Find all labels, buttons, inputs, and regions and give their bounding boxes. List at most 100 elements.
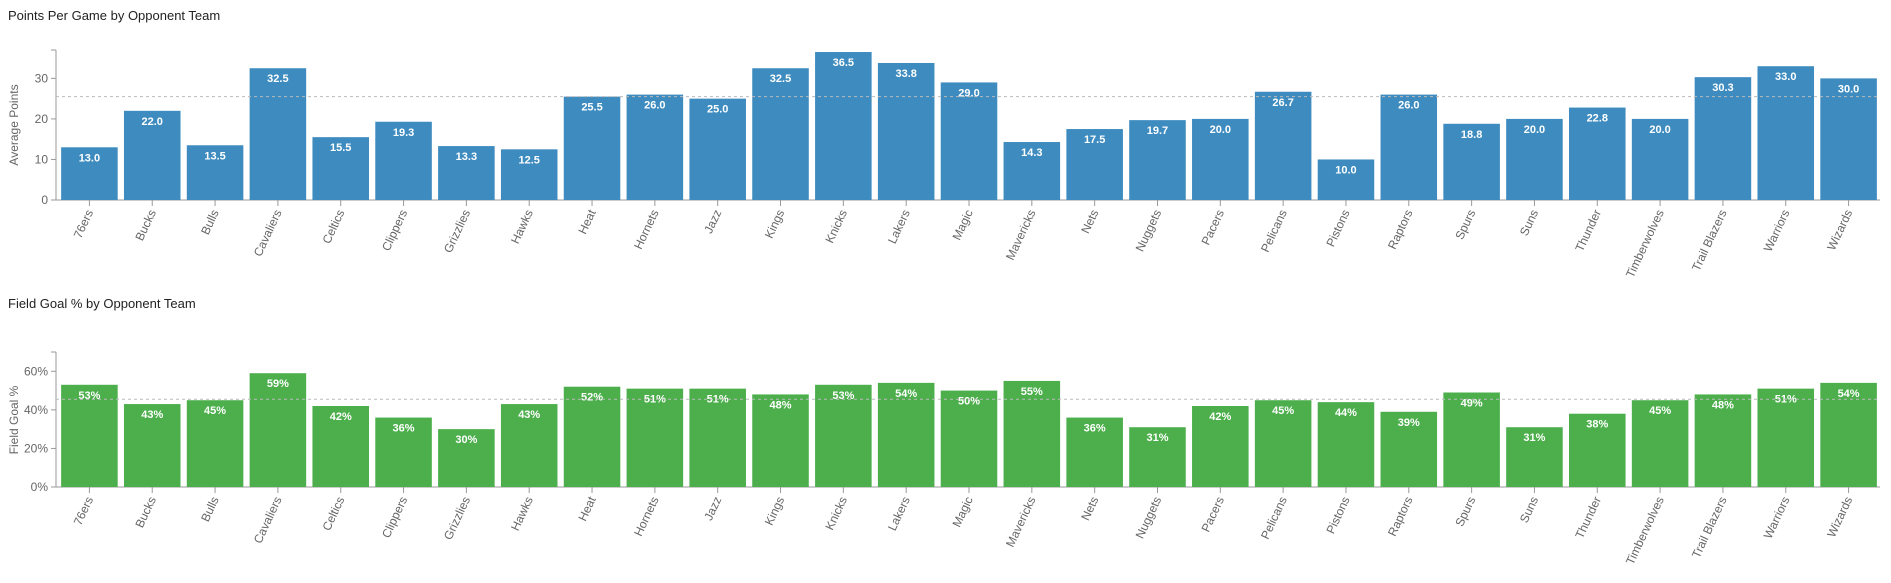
ppg-y-tick-label: 30 — [35, 71, 49, 85]
fg-bar-value-label: 39% — [1398, 417, 1420, 429]
ppg-x-tick-label: Wizards — [1824, 207, 1855, 252]
ppg-bar-value-label: 13.5 — [204, 150, 225, 162]
ppg-bar-value-label: 26.0 — [644, 100, 665, 112]
ppg-x-tick-label: Pelicans — [1258, 207, 1290, 254]
fg-bar — [123, 404, 181, 487]
ppg-bar — [689, 98, 746, 200]
fg-bar — [626, 388, 684, 487]
fg-bar — [815, 384, 872, 487]
fg-bar — [1694, 394, 1752, 487]
fg-x-tick-label: Kings — [762, 494, 787, 527]
ppg-bar — [1694, 77, 1752, 200]
fg-x-tick-label: Trail Blazers — [1689, 494, 1730, 560]
ppg-x-tick-label: Kings — [762, 207, 787, 240]
fg-bar — [1569, 413, 1626, 487]
fg-bar-value-label: 45% — [1272, 405, 1294, 417]
fg-bar — [1380, 411, 1438, 487]
fg-bar — [752, 394, 809, 487]
ppg-x-tick-label: Mavericks — [1003, 207, 1039, 262]
fg-bar-value-label: 50% — [958, 396, 980, 408]
fg-bar — [1631, 400, 1689, 487]
fg-x-tick-label: Warriors — [1761, 494, 1793, 541]
fg-bar-value-label: 42% — [1209, 411, 1231, 423]
ppg-x-tick-label: Raptors — [1385, 207, 1415, 251]
fg-x-tick-label: Pelicans — [1258, 494, 1290, 541]
ppg-bar-value-label: 26.7 — [1272, 97, 1293, 109]
ppg-bar — [1129, 120, 1186, 200]
ppg-bar-value-label: 26.0 — [1398, 100, 1419, 112]
fg-y-tick-label: 40% — [24, 403, 48, 417]
ppg-bar — [752, 68, 809, 200]
ppg-y-tick-label: 0 — [41, 193, 48, 207]
fg-bar — [249, 373, 307, 487]
ppg-bar — [1506, 118, 1563, 200]
ppg-x-tick-label: Bucks — [132, 207, 159, 243]
fg-x-tick-label: Nuggets — [1133, 494, 1165, 540]
fg-bar-value-label: 45% — [204, 405, 226, 417]
ppg-bar-value-label: 30.0 — [1838, 83, 1859, 95]
fg-x-tick-label: Magic — [950, 494, 976, 529]
fg-bar-value-label: 38% — [1586, 419, 1608, 431]
fg-bar-value-label: 42% — [330, 411, 352, 423]
fg-x-tick-label: Timberwolves — [1623, 494, 1667, 567]
ppg-x-tick-label: Celtics — [320, 207, 348, 246]
ppg-bar — [312, 137, 369, 200]
ppg-bar-value-label: 33.0 — [1775, 71, 1796, 83]
fg-bar — [1003, 380, 1061, 487]
ppg-y-tick-label: 20 — [35, 112, 49, 126]
ppg-bar-value-label: 36.5 — [833, 57, 854, 69]
fg-y-axis-label: Field Goal % — [7, 385, 21, 454]
ppg-bar — [375, 121, 432, 200]
ppg-x-tick-label: Knicks — [822, 207, 850, 245]
fg-bar — [1443, 392, 1500, 487]
ppg-bar — [1003, 142, 1061, 200]
ppg-bar-value-label: 17.5 — [1084, 134, 1105, 146]
ppg-bar — [438, 146, 495, 200]
fg-bar-value-label: 54% — [1838, 388, 1860, 400]
ppg-bar — [1380, 94, 1438, 200]
ppg-bar — [1820, 78, 1877, 200]
ppg-bar — [1569, 107, 1626, 200]
fg-x-tick-label: Jazz — [701, 494, 724, 522]
ppg-bar — [815, 52, 872, 201]
fg-bar — [563, 386, 621, 487]
fg-bar — [438, 429, 495, 487]
ppg-bar-value-label: 22.8 — [1587, 113, 1608, 125]
fg-bar-value-label: 49% — [1461, 398, 1483, 410]
fg-bar-value-label: 31% — [1523, 432, 1545, 444]
fg-bar — [1757, 388, 1815, 487]
ppg-x-tick-label: Warriors — [1761, 207, 1793, 254]
ppg-x-tick-label: Suns — [1517, 207, 1541, 238]
fg-bar-value-label: 43% — [141, 409, 163, 421]
ppg-bar — [1443, 123, 1500, 200]
ppg-bar-value-label: 19.7 — [1147, 125, 1168, 137]
fg-bar-value-label: 55% — [1021, 386, 1043, 398]
fg-bar-value-label: 36% — [1084, 423, 1106, 435]
fg-x-tick-label: Thunder — [1572, 494, 1604, 540]
ppg-bar — [249, 68, 307, 200]
ppg-bar — [940, 82, 998, 200]
ppg-bar-value-label: 13.3 — [456, 151, 477, 163]
ppg-x-tick-label: Nets — [1078, 207, 1101, 235]
fg-x-tick-label: Pacers — [1199, 494, 1227, 534]
ppg-y-tick-label: 10 — [35, 152, 49, 166]
ppg-bar-value-label: 13.0 — [79, 152, 100, 164]
ppg-bar — [877, 62, 935, 200]
fg-bar — [1129, 427, 1186, 487]
ppg-bar — [563, 96, 621, 200]
fg-bar-value-label: 43% — [518, 409, 540, 421]
ppg-bar — [1254, 91, 1312, 200]
fg-x-tick-label: Clippers — [379, 494, 410, 540]
fg-x-tick-label: 76ers — [71, 494, 96, 527]
fg-x-tick-label: Lakers — [885, 494, 913, 533]
ppg-bar-value-label: 18.8 — [1461, 129, 1482, 141]
ppg-bar-value-label: 30.3 — [1712, 82, 1733, 94]
fg-x-tick-label: Spurs — [1452, 494, 1478, 528]
fg-bar-value-label: 48% — [1712, 399, 1734, 411]
fg-bar-value-label: 52% — [581, 392, 603, 404]
fg-x-tick-label: Bulls — [198, 494, 222, 523]
ppg-bar-value-label: 22.0 — [142, 116, 163, 128]
fg-bar-value-label: 30% — [455, 434, 477, 446]
fg-x-tick-label: Celtics — [320, 494, 348, 533]
fg-bar-value-label: 48% — [770, 399, 792, 411]
